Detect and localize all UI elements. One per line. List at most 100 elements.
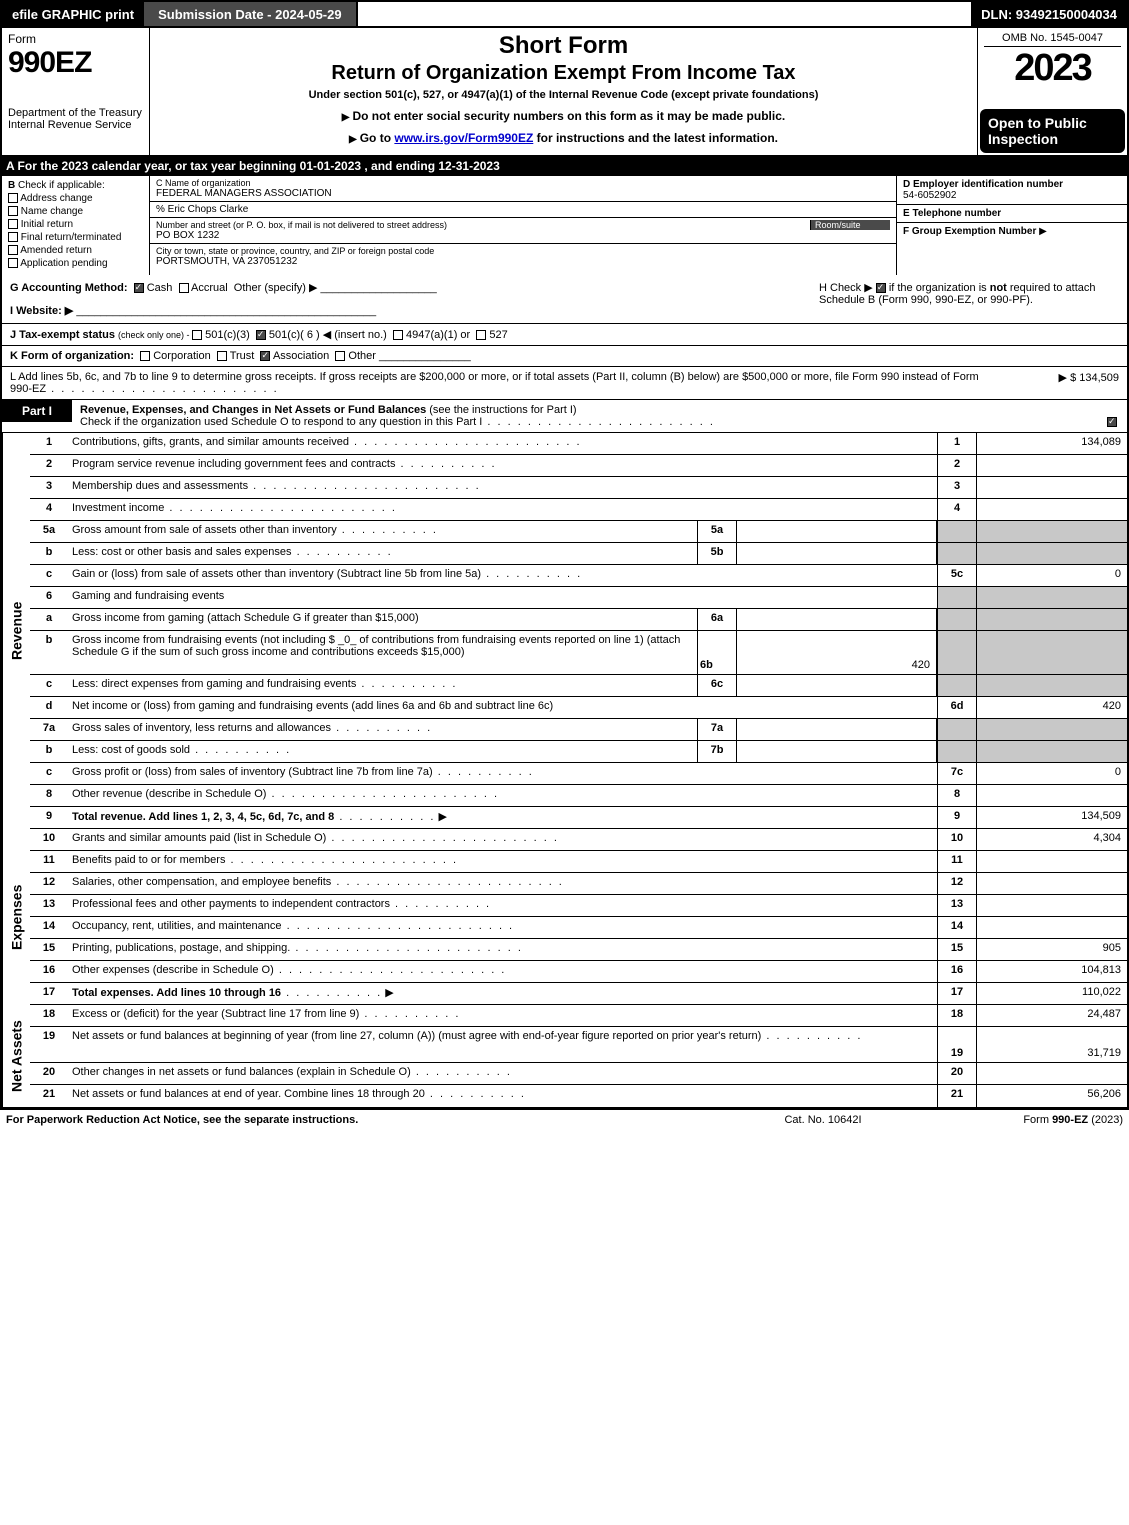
line-16: 16 Other expenses (describe in Schedule …	[30, 961, 1127, 983]
instructions-row: Department of the Treasury Internal Reve…	[0, 105, 1129, 156]
f-label: F Group Exemption Number	[903, 226, 1036, 237]
form-label: Form	[8, 32, 143, 46]
col-def: D Employer identification number 54-6052…	[897, 176, 1127, 275]
efile-label: efile GRAPHIC print	[2, 2, 144, 26]
goto-link-line: Go to www.irs.gov/Form990EZ for instruct…	[160, 131, 967, 145]
city-value: PORTSMOUTH, VA 237051232	[156, 256, 890, 267]
city-row: City or town, state or province, country…	[150, 244, 896, 269]
part1-title: Revenue, Expenses, and Changes in Net As…	[72, 400, 1097, 432]
line-5c: c Gain or (loss) from sale of assets oth…	[30, 565, 1127, 587]
h-block: H Check ▶ if the organization is not req…	[819, 281, 1119, 317]
line-7b: b Less: cost of goods sold 7b	[30, 741, 1127, 763]
line-20: 20 Other changes in net assets or fund b…	[30, 1063, 1127, 1085]
care-of-row: % Eric Chops Clarke	[150, 202, 896, 218]
line-10: 10 Grants and similar amounts paid (list…	[30, 829, 1127, 851]
chk-trust	[217, 351, 227, 361]
i-label: I Website: ▶	[10, 305, 73, 317]
chk-h	[876, 283, 886, 293]
j-row: J Tax-exempt status (check only one) - 5…	[0, 324, 1129, 346]
b-c-def-block: B Check if applicable: Address change Na…	[0, 176, 1129, 275]
l-row: L Add lines 5b, 6c, and 7b to line 9 to …	[0, 367, 1129, 400]
chk-addr-change: Address change	[8, 193, 143, 204]
part1-header: Part I Revenue, Expenses, and Changes in…	[0, 400, 1129, 433]
ein-value: 54-6052902	[903, 190, 1121, 201]
b-header: B Check if applicable:	[8, 180, 143, 191]
street-value: PO BOX 1232	[156, 230, 890, 241]
line-12: 12 Salaries, other compensation, and emp…	[30, 873, 1127, 895]
k-label: K Form of organization:	[10, 350, 134, 362]
ssn-warning: Do not enter social security numbers on …	[160, 109, 967, 123]
line-6: 6 Gaming and fundraising events	[30, 587, 1127, 609]
dln-label: DLN: 93492150004034	[971, 2, 1127, 26]
irs-link[interactable]: www.irs.gov/Form990EZ	[394, 131, 533, 145]
street-label: Number and street (or P. O. box, if mail…	[156, 220, 810, 230]
inspection-block: Open to Public Inspection	[977, 105, 1127, 155]
line-9: 9 Total revenue. Add lines 1, 2, 3, 4, 5…	[30, 807, 1127, 829]
line-6b: b Gross income from fundraising events (…	[30, 631, 1127, 675]
netassets-section: Net Assets 18 Excess or (deficit) for th…	[0, 1005, 1129, 1109]
org-name: FEDERAL MANAGERS ASSOCIATION	[156, 188, 890, 199]
line-13: 13 Professional fees and other payments …	[30, 895, 1127, 917]
chk-initial: Initial return	[8, 219, 143, 230]
chk-assoc	[260, 351, 270, 361]
line-5a: 5a Gross amount from sale of assets othe…	[30, 521, 1127, 543]
section-a-bar: A For the 2023 calendar year, or tax yea…	[0, 156, 1129, 176]
group-exemption-row: F Group Exemption Number ▶	[897, 223, 1127, 240]
header-row: Form 990EZ Short Form Return of Organiza…	[0, 28, 1129, 105]
line-2: 2 Program service revenue including gove…	[30, 455, 1127, 477]
expenses-sidelabel: Expenses	[2, 829, 30, 1005]
col-c: C Name of organization FEDERAL MANAGERS …	[150, 176, 897, 275]
subtitle: Under section 501(c), 527, or 4947(a)(1)…	[160, 89, 967, 101]
chk-other	[335, 351, 345, 361]
line-11: 11 Benefits paid to or for members 11	[30, 851, 1127, 873]
org-name-row: C Name of organization FEDERAL MANAGERS …	[150, 176, 896, 202]
form-id-block: Form 990EZ	[2, 28, 150, 105]
col-b: B Check if applicable: Address change Na…	[2, 176, 150, 275]
chk-501c	[256, 330, 266, 340]
chk-4947	[393, 330, 403, 340]
line-18: 18 Excess or (deficit) for the year (Sub…	[30, 1005, 1127, 1027]
line-5b: b Less: cost or other basis and sales ex…	[30, 543, 1127, 565]
line-6c: c Less: direct expenses from gaming and …	[30, 675, 1127, 697]
g-block: G Accounting Method: Cash Accrual Other …	[10, 281, 819, 317]
header-right-block: OMB No. 1545-0047 2023	[977, 28, 1127, 105]
city-label: City or town, state or province, country…	[156, 246, 890, 256]
chk-cash	[134, 283, 144, 293]
line-8: 8 Other revenue (describe in Schedule O)…	[30, 785, 1127, 807]
d-label: D Employer identification number	[903, 179, 1121, 190]
room-label: Room/suite	[810, 220, 890, 230]
open-to-public-pill: Open to Public Inspection	[980, 109, 1125, 153]
c-label: C Name of organization	[156, 178, 890, 188]
ein-row: D Employer identification number 54-6052…	[897, 176, 1127, 205]
chk-final: Final return/terminated	[8, 232, 143, 243]
part1-label: Part I	[2, 400, 72, 422]
f-arrow: ▶	[1039, 226, 1047, 237]
line-7a: 7a Gross sales of inventory, less return…	[30, 719, 1127, 741]
l-amount: ▶ $ 134,509	[999, 371, 1119, 395]
chk-527	[476, 330, 486, 340]
footer-left: For Paperwork Reduction Act Notice, see …	[6, 1114, 723, 1126]
phone-row: E Telephone number	[897, 205, 1127, 223]
revenue-sidelabel: Revenue	[2, 433, 30, 829]
tax-year: 2023	[984, 47, 1121, 90]
e-label: E Telephone number	[903, 208, 1121, 219]
form-number: 990EZ	[8, 46, 143, 80]
chk-name-change: Name change	[8, 206, 143, 217]
footer-center: Cat. No. 10642I	[723, 1114, 923, 1126]
chk-accrual	[179, 283, 189, 293]
dept-block: Department of the Treasury Internal Reve…	[2, 105, 150, 155]
chk-amended: Amended return	[8, 245, 143, 256]
chk-501c3	[192, 330, 202, 340]
submission-date: Submission Date - 2024-05-29	[144, 2, 358, 26]
expenses-section: Expenses 10 Grants and similar amounts p…	[0, 829, 1129, 1005]
page-footer: For Paperwork Reduction Act Notice, see …	[0, 1109, 1129, 1130]
line-21: 21 Net assets or fund balances at end of…	[30, 1085, 1127, 1107]
l-text: L Add lines 5b, 6c, and 7b to line 9 to …	[10, 371, 999, 395]
top-bar: efile GRAPHIC print Submission Date - 20…	[0, 0, 1129, 28]
netassets-sidelabel: Net Assets	[2, 1005, 30, 1107]
main-title: Return of Organization Exempt From Incom…	[160, 62, 967, 85]
revenue-section: Revenue 1 Contributions, gifts, grants, …	[0, 433, 1129, 829]
chk-pending: Application pending	[8, 258, 143, 269]
line-6a: a Gross income from gaming (attach Sched…	[30, 609, 1127, 631]
dept-label: Department of the Treasury	[8, 107, 143, 119]
